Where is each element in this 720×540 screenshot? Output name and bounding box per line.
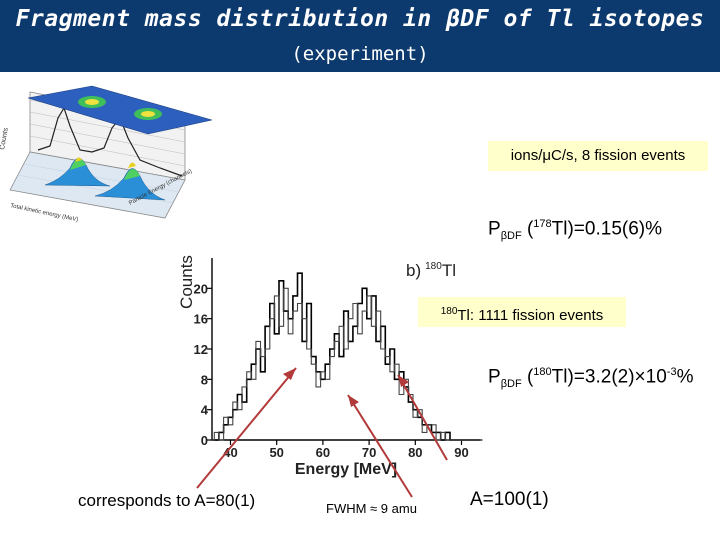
x-tick-label: 60 <box>316 445 330 460</box>
prob-180-pct: % <box>676 366 694 388</box>
prob-178-open: ( <box>521 218 534 240</box>
annotation-arrows <box>196 367 448 498</box>
arrowhead-middle <box>348 395 359 407</box>
annotation-left: corresponds to A=80(1) <box>78 491 256 510</box>
histogram-panel-label: b) 180Tl <box>406 261 456 280</box>
y-tick-label: 4 <box>201 403 209 418</box>
x-tick-label: 90 <box>454 445 468 460</box>
histogram-series-2 <box>209 287 483 441</box>
prob-178-p: P <box>488 218 501 240</box>
probability-178tl: PβDF (178Tl)=0.15(6)% <box>488 218 662 242</box>
info-box-mass-number: 180 <box>440 306 458 317</box>
surface-top-plane <box>27 85 213 135</box>
arrow-left <box>196 367 297 489</box>
x-tick-label: 40 <box>223 445 237 460</box>
x-tick-label: 80 <box>408 445 422 460</box>
histogram-ylabel: Counts <box>177 255 196 309</box>
y-tick-label: 12 <box>194 342 208 357</box>
prob-178-mass: 178 <box>533 218 552 230</box>
prob-180-rest: Tl)=3.2(2)×10 <box>551 366 667 388</box>
slide-title: Fragment mass distribution in βDF of Tl … <box>15 6 705 32</box>
y-tick-label: 0 <box>201 433 208 448</box>
prob-180-sub: βDF <box>500 378 522 391</box>
slide-subtitle: (experiment) <box>291 43 429 65</box>
x-tick-label: 50 <box>269 445 283 460</box>
x-tick-label: 70 <box>362 445 376 460</box>
prob-180-exp: -3 <box>666 366 677 378</box>
arrow-right <box>397 374 448 461</box>
prob-180-p: P <box>488 366 501 388</box>
y-tick-label: 16 <box>194 312 208 327</box>
surface-projection-curve <box>37 106 183 177</box>
y-tick-label: 20 <box>194 281 208 296</box>
prob-178-rest: Tl)=0.15(6)% <box>551 218 663 240</box>
prob-178-sub: βDF <box>500 230 522 243</box>
title-bar: Fragment mass distribution in βDF of Tl … <box>0 0 720 72</box>
prob-180-mass: 180 <box>533 366 552 378</box>
annotation-right: A=100(1) <box>470 489 549 510</box>
arrowhead-left <box>283 368 296 380</box>
info-box-180tl-text: Tl: 1111 fission events <box>457 307 604 324</box>
surface-plot-3d: Counts Total kinetic energy (MeV) Partic… <box>0 78 232 223</box>
y-tick-label: 8 <box>201 372 208 387</box>
histogram-chart: 40 50 60 70 80 90 0 4 8 12 16 20 Counts Energy [MeV… <box>177 255 483 478</box>
prob-180-open: ( <box>521 366 534 388</box>
surface-z-axis-label: Counts <box>0 127 10 151</box>
arrowhead-right <box>398 375 409 387</box>
probability-180tl: PβDF (180Tl)=3.2(2)×10-3% <box>488 366 693 390</box>
annotation-middle: FWHM ≈ 9 amu <box>326 501 417 516</box>
histogram-xlabel: Energy [MeV] <box>295 461 397 478</box>
info-box-180tl: 180Tl: 1111 fission events <box>418 297 626 327</box>
arrow-middle <box>347 394 413 498</box>
info-box-fission-events: ions/μC/s, 8 fission events <box>488 141 708 171</box>
